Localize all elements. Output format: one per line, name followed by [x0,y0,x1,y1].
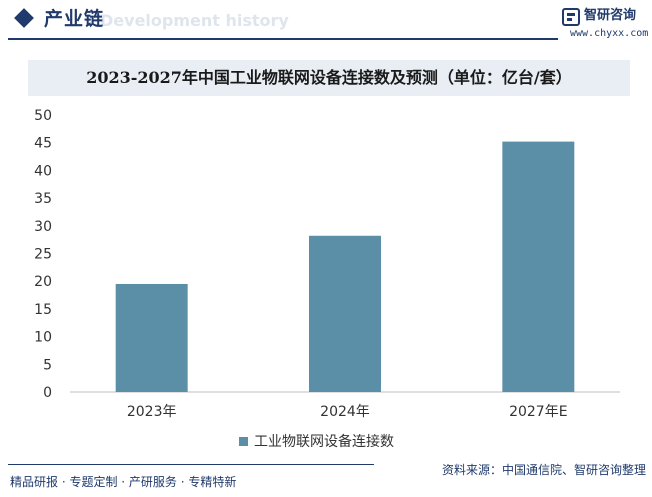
footer-source: 资料来源：中国通信院、智研咨询整理 [441,463,646,477]
bar [309,235,381,392]
bar [115,283,188,392]
chart-title: 2023-2027年中国工业物联网设备连接数及预测（单位：亿台/套） [86,68,572,87]
brand-logo: 智研咨询 www.chyxx.com [562,6,650,42]
y-tick-label: 5 [43,357,52,373]
x-tick-label: 2027年E [509,404,567,420]
header-divider [8,38,558,40]
y-tick-label: 25 [34,247,52,263]
section-header: Development history 产业链 [0,0,652,44]
y-tick-label: 15 [34,302,52,318]
y-tick-label: 0 [43,385,52,401]
header-ghost-text: Development history [100,11,289,30]
y-tick-label: 10 [34,330,52,346]
brand-logo-icon [562,8,580,26]
bar [502,141,575,392]
y-tick-label: 45 [34,136,52,152]
x-tick-label: 2023年 [127,404,177,420]
y-tick-label: 50 [34,108,52,124]
y-tick-label: 40 [34,163,52,179]
section-title: 产业链 [44,8,105,30]
y-tick-label: 20 [34,274,52,290]
y-tick-label: 30 [34,219,52,235]
footer-services: 精品研报 · 专题定制 · 产研服务 · 专精特新 [10,475,237,489]
brand-name: 智研咨询 [584,8,637,23]
brand-url: www.chyxx.com [570,28,649,39]
footer-divider [8,464,374,465]
chart-title-band: 2023-2027年中国工业物联网设备连接数及预测（单位：亿台/套） [28,60,630,96]
x-tick-label: 2024年 [320,404,370,420]
y-tick-label: 35 [34,191,52,207]
legend-swatch [239,437,248,446]
legend-label: 工业物联网设备连接数 [254,433,394,450]
